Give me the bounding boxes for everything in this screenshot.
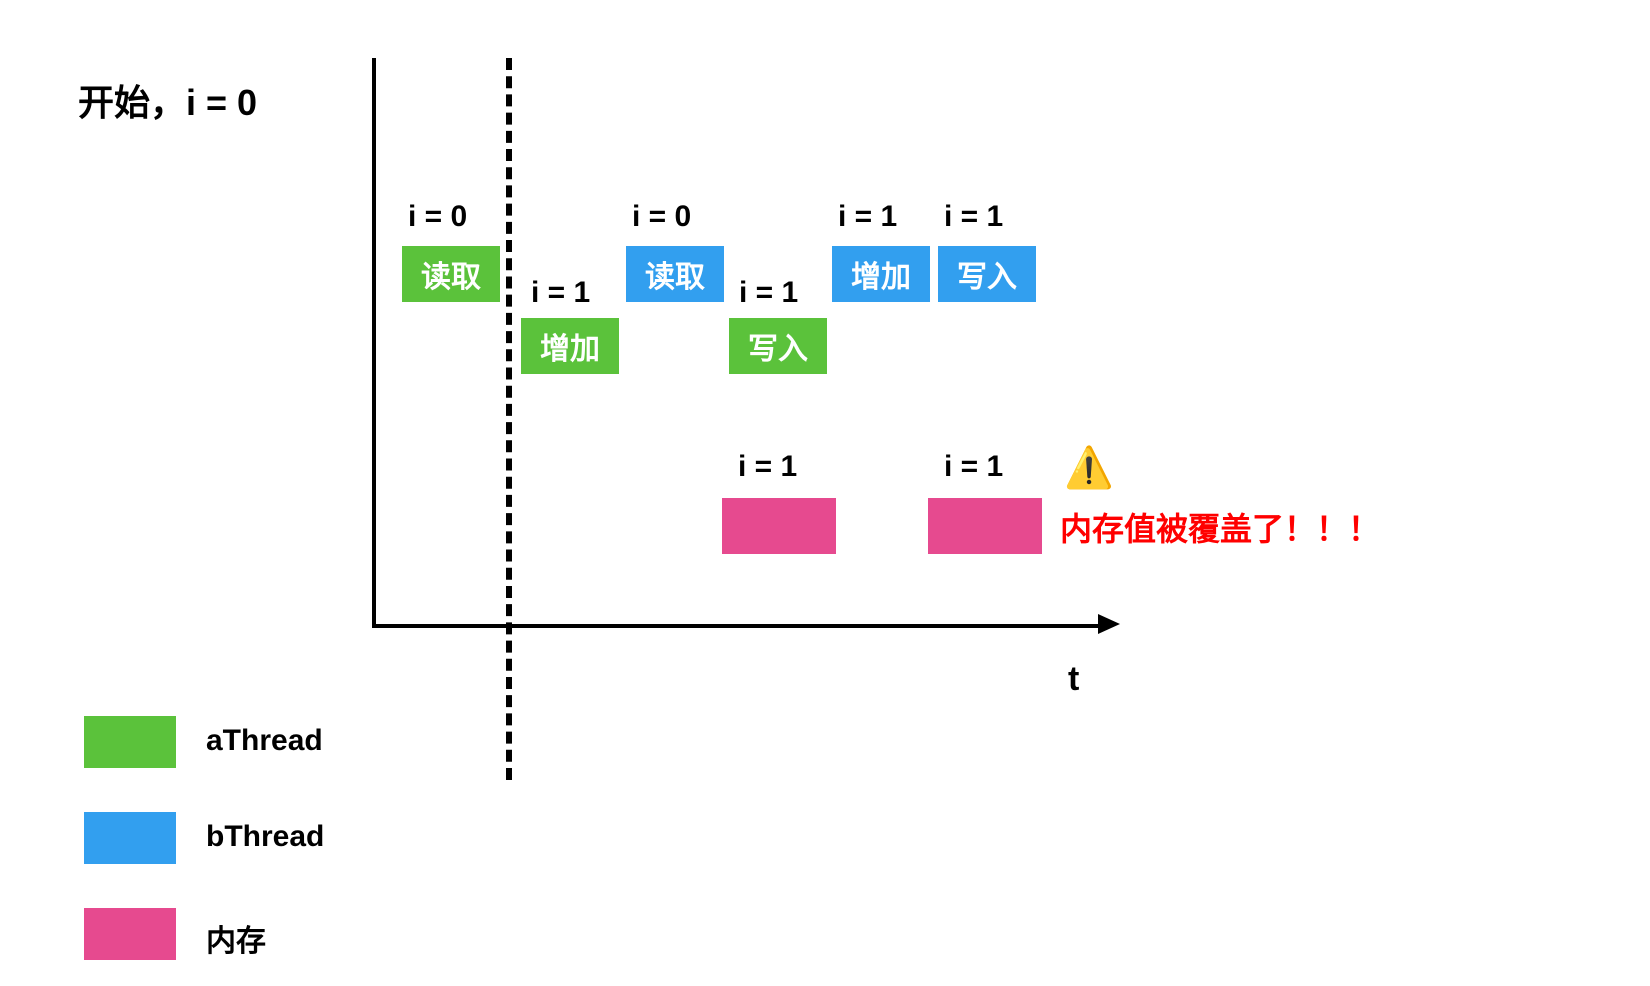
warning-text: 内存值被覆盖了！！！	[1060, 504, 1380, 550]
y-axis	[372, 58, 376, 628]
a-write-box: 写入	[729, 318, 827, 374]
a-inc-label: i = 1	[531, 276, 590, 310]
a-read-box: 读取	[402, 246, 500, 302]
legend-swatch-aThread	[84, 716, 176, 768]
diagram-title: 开始，i = 0	[78, 74, 257, 126]
b-read-label: i = 0	[632, 200, 691, 234]
legend-swatch-bThread	[84, 812, 176, 864]
b-inc-label: i = 1	[838, 200, 897, 234]
a-read-label: i = 0	[408, 200, 467, 234]
b-inc-box: 增加	[832, 246, 930, 302]
legend-label-aThread: aThread	[206, 724, 323, 758]
mem2-label: i = 1	[944, 450, 1003, 484]
a-write-label: i = 1	[739, 276, 798, 310]
mem1-box	[722, 498, 836, 554]
mem1-label: i = 1	[738, 450, 797, 484]
b-read-box: 读取	[626, 246, 724, 302]
b-write-label: i = 1	[944, 200, 1003, 234]
x-axis	[372, 624, 1098, 628]
legend-label-内存: 内存	[206, 916, 266, 960]
mem2-box	[928, 498, 1042, 554]
legend-swatch-内存	[84, 908, 176, 960]
b-write-box: 写入	[938, 246, 1036, 302]
warning-icon: ⚠️	[1064, 444, 1114, 491]
legend-label-bThread: bThread	[206, 820, 324, 854]
a-inc-box: 增加	[521, 318, 619, 374]
time-axis-label: t	[1068, 660, 1079, 699]
start-divider	[506, 58, 512, 780]
x-axis-arrow	[1098, 614, 1120, 634]
